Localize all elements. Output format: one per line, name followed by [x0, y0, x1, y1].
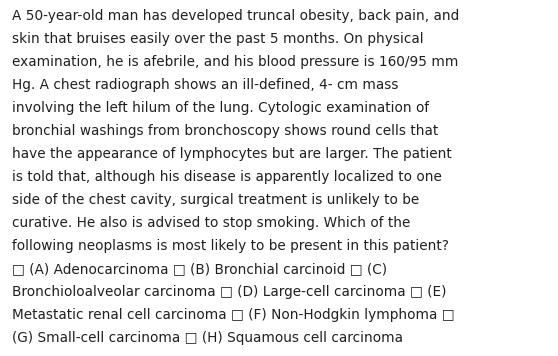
Text: side of the chest cavity, surgical treatment is unlikely to be: side of the chest cavity, surgical treat…	[12, 193, 420, 207]
Text: A 50-year-old man has developed truncal obesity, back pain, and: A 50-year-old man has developed truncal …	[12, 9, 460, 23]
Text: is told that, although his disease is apparently localized to one: is told that, although his disease is ap…	[12, 170, 442, 184]
Text: Hg. A chest radiograph shows an ill-defined, 4- cm mass: Hg. A chest radiograph shows an ill-defi…	[12, 78, 399, 92]
Text: skin that bruises easily over the past 5 months. On physical: skin that bruises easily over the past 5…	[12, 32, 424, 46]
Text: involving the left hilum of the lung. Cytologic examination of: involving the left hilum of the lung. Cy…	[12, 101, 430, 115]
Text: (G) Small-cell carcinoma □ (H) Squamous cell carcinoma: (G) Small-cell carcinoma □ (H) Squamous …	[12, 331, 403, 345]
Text: curative. He also is advised to stop smoking. Which of the: curative. He also is advised to stop smo…	[12, 216, 411, 230]
Text: bronchial washings from bronchoscopy shows round cells that: bronchial washings from bronchoscopy sho…	[12, 124, 439, 138]
Text: examination, he is afebrile, and his blood pressure is 160/95 mm: examination, he is afebrile, and his blo…	[12, 55, 459, 69]
Text: have the appearance of lymphocytes but are larger. The patient: have the appearance of lymphocytes but a…	[12, 147, 452, 161]
Text: following neoplasms is most likely to be present in this patient?: following neoplasms is most likely to be…	[12, 239, 449, 253]
Text: Metastatic renal cell carcinoma □ (F) Non-Hodgkin lymphoma □: Metastatic renal cell carcinoma □ (F) No…	[12, 308, 455, 322]
Text: □ (A) Adenocarcinoma □ (B) Bronchial carcinoid □ (C): □ (A) Adenocarcinoma □ (B) Bronchial car…	[12, 262, 387, 276]
Text: Bronchioloalveolar carcinoma □ (D) Large-cell carcinoma □ (E): Bronchioloalveolar carcinoma □ (D) Large…	[12, 285, 447, 299]
